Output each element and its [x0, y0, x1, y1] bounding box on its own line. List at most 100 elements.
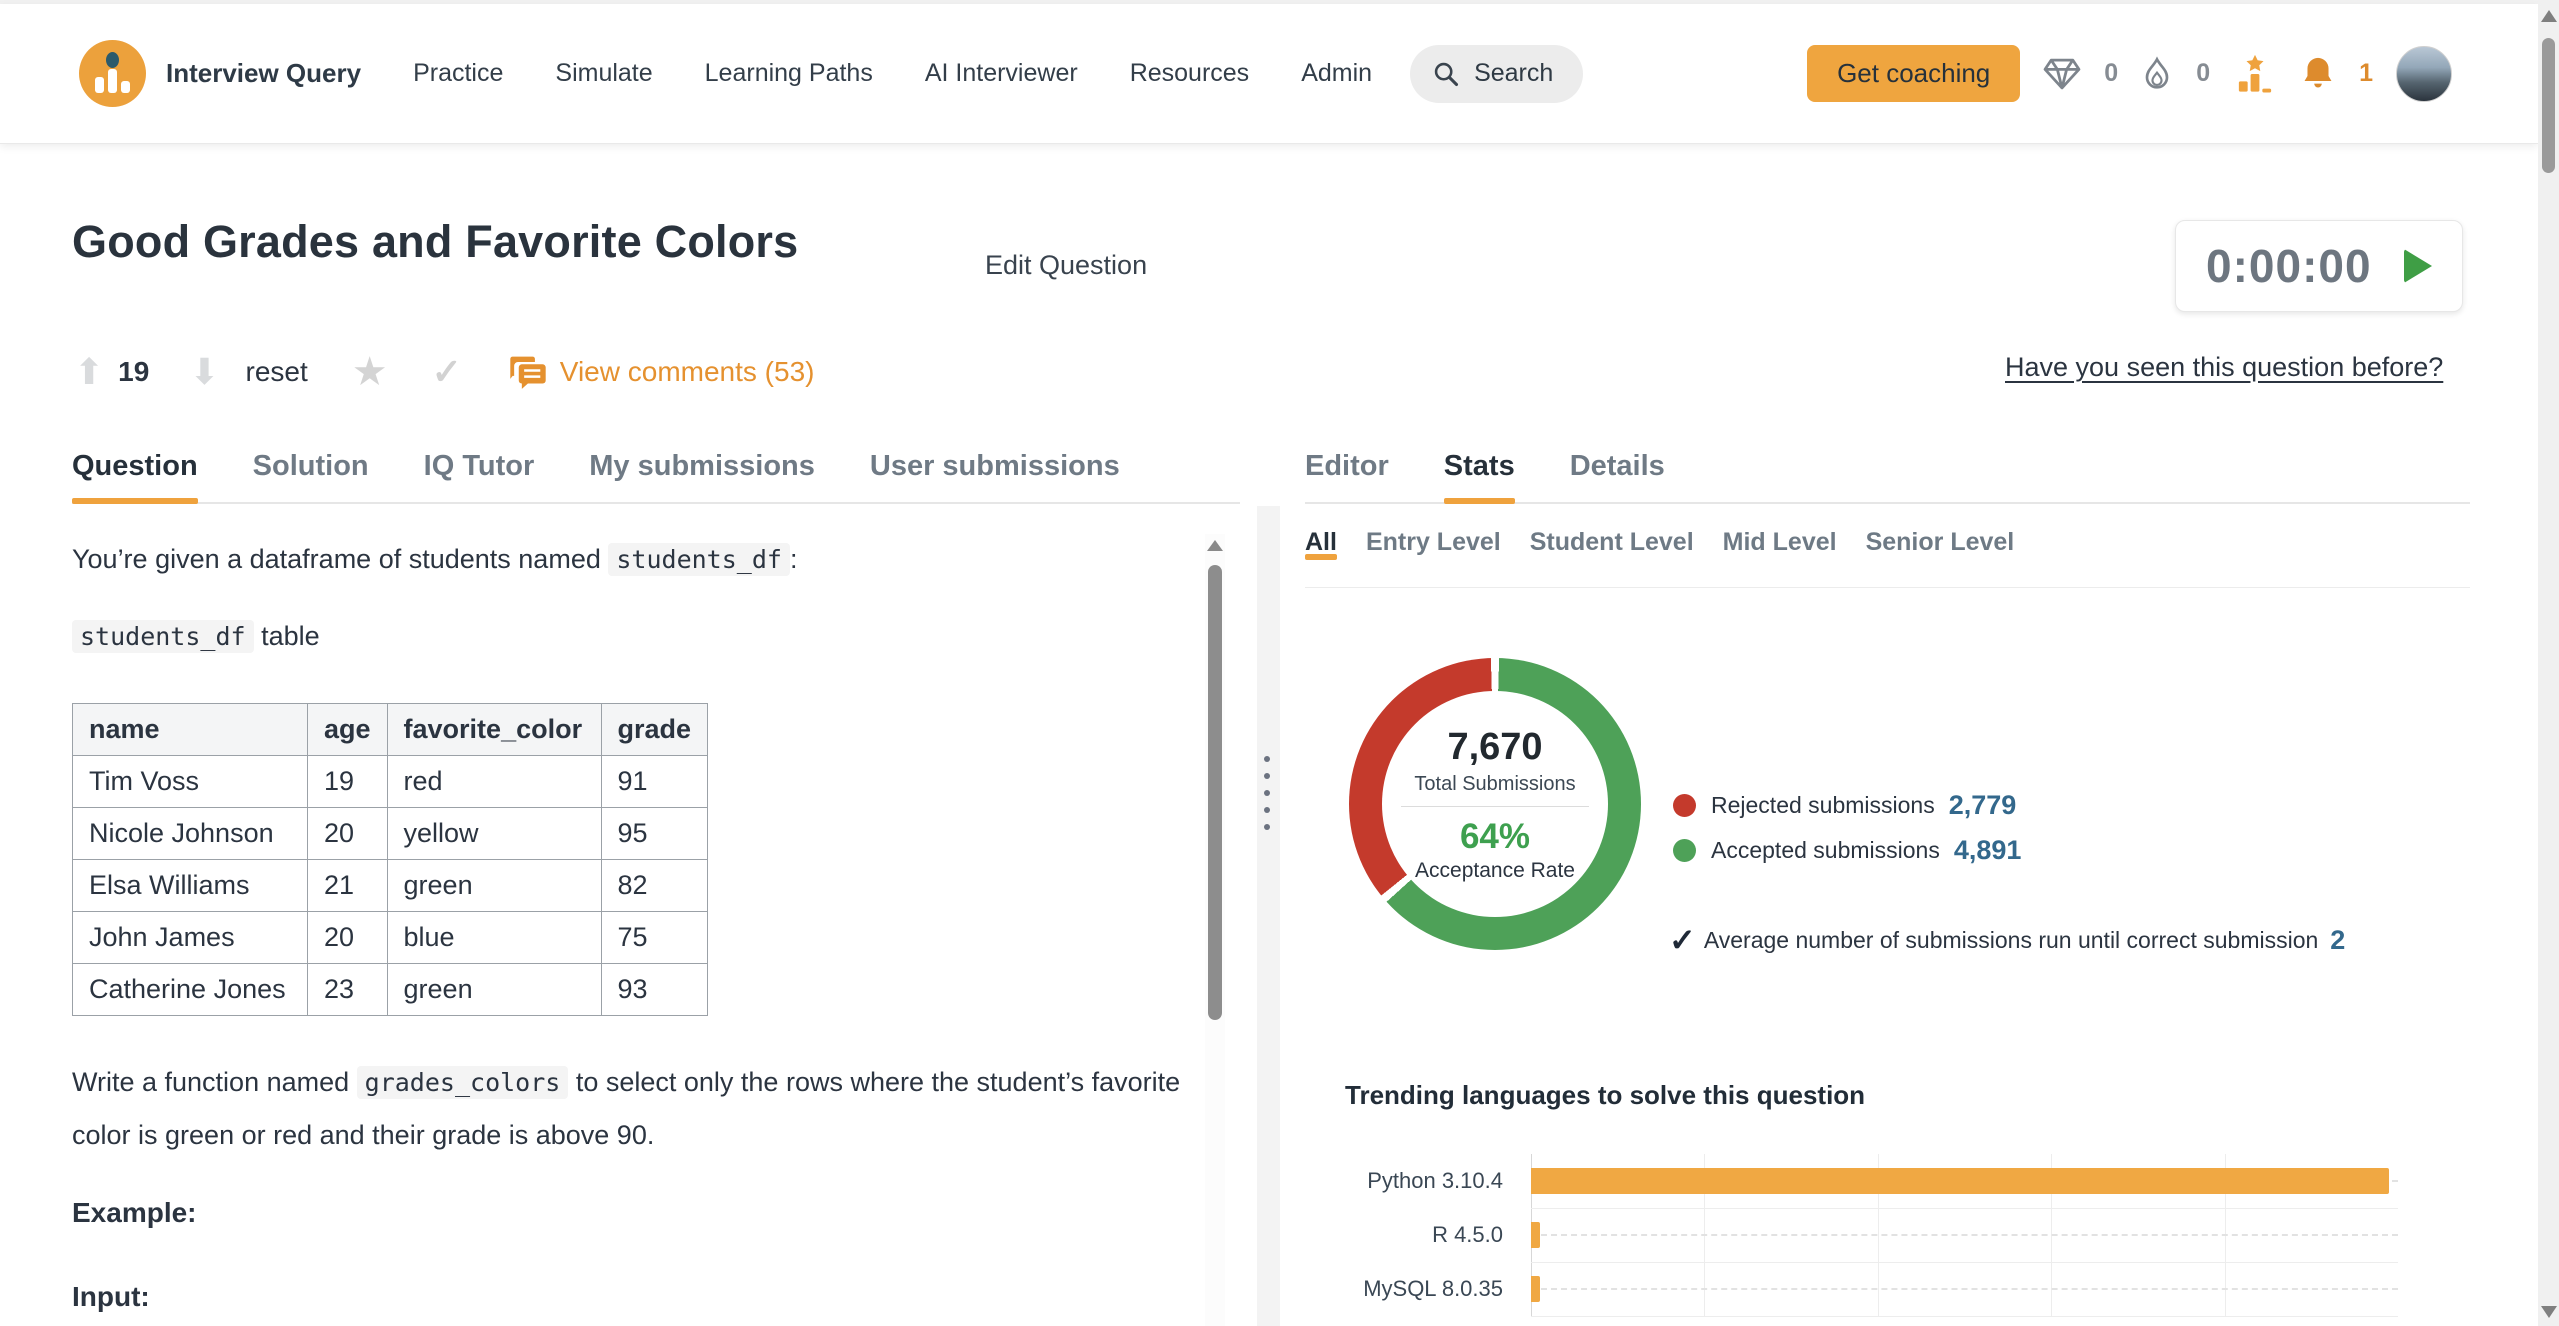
- table-row: Elsa Williams 21 green 82: [72, 859, 709, 912]
- timer-play-icon[interactable]: [2404, 249, 2432, 283]
- row-dashed-gridline: [1531, 1288, 2398, 1290]
- gem-icon[interactable]: [2043, 57, 2081, 91]
- page-scrollbar-thumb[interactable]: [2542, 38, 2555, 173]
- nav-item-resources[interactable]: Resources: [1129, 59, 1250, 87]
- tab-stats[interactable]: Stats: [1443, 442, 1515, 504]
- left-panel-scrollbar[interactable]: [1205, 534, 1225, 1326]
- logo-bar: [108, 69, 117, 93]
- stats-panel: All Entry Level Student Level Mid Level …: [1305, 504, 2470, 1326]
- downvote-arrow-icon[interactable]: ⬇: [189, 351, 220, 392]
- average-submissions-value: 2: [2330, 924, 2346, 955]
- page-scrollbar[interactable]: [2538, 0, 2559, 1326]
- notifications-bell-icon[interactable]: [2300, 55, 2336, 93]
- category-label-python: Python 3.10.4: [1367, 1168, 1503, 1193]
- bar-area: [1531, 1154, 2398, 1208]
- cell-favorite-color: red: [386, 755, 602, 808]
- text-run: You’re given a dataframe of students nam…: [72, 544, 609, 574]
- cell-grade: 75: [600, 911, 709, 964]
- total-submissions-label: Total Submissions: [1414, 772, 1576, 795]
- logo-bar: [121, 81, 130, 93]
- text-run: :: [789, 544, 798, 574]
- tab-iq-tutor[interactable]: IQ Tutor: [423, 450, 535, 482]
- get-coaching-button[interactable]: Get coaching: [1807, 45, 2021, 102]
- accepted-value: 4,891: [1953, 835, 2022, 865]
- scroll-up-arrow[interactable]: [1207, 540, 1223, 551]
- panel-tabs: Editor Stats Details: [1305, 442, 2470, 504]
- seen-question-before-link[interactable]: Have you seen this question before?: [2005, 352, 2444, 382]
- text-run: Write a function named: [72, 1067, 357, 1097]
- stats-level-subtabs: All Entry Level Student Level Mid Level …: [1305, 518, 2470, 588]
- cell-name: Nicole Johnson: [72, 807, 308, 860]
- comments-icon[interactable]: [508, 353, 548, 391]
- scroll-down-arrow[interactable]: [2541, 1306, 2557, 1318]
- tab-my-submissions[interactable]: My submissions: [589, 450, 815, 482]
- view-comments-link[interactable]: View comments (53): [559, 356, 815, 387]
- browser-edge-strip: [0, 0, 2559, 4]
- nav-item-simulate[interactable]: Simulate: [555, 59, 653, 87]
- timer-card[interactable]: 0:00:00: [2175, 220, 2463, 312]
- left-panel-scrollbar-thumb[interactable]: [1208, 565, 1222, 1020]
- user-avatar[interactable]: [2396, 45, 2452, 102]
- interview-query-logo[interactable]: [79, 40, 146, 107]
- acceptance-rate-label: Acceptance Rate: [1415, 858, 1575, 882]
- nav-item-admin[interactable]: Admin: [1301, 59, 1373, 87]
- inline-code-students-df: students_df: [608, 543, 790, 576]
- bookmark-star-icon[interactable]: ★: [351, 350, 388, 394]
- subtab-all[interactable]: All: [1305, 518, 1337, 560]
- col-header-name: name: [72, 703, 308, 756]
- tab-details[interactable]: Details: [1569, 450, 1665, 482]
- nav-item-practice[interactable]: Practice: [413, 59, 504, 87]
- streak-flame-icon[interactable]: [2141, 55, 2173, 92]
- row-dashed-gridline: [1531, 1234, 2398, 1236]
- accepted-label: Accepted submissions: [1711, 837, 1940, 863]
- subtab-mid-level[interactable]: Mid Level: [1722, 528, 1837, 556]
- cell-grade: 82: [600, 859, 709, 912]
- upvote-arrow-icon[interactable]: ⬆: [74, 351, 105, 392]
- cell-age: 20: [307, 807, 388, 860]
- edit-question-link[interactable]: Edit Question: [985, 250, 1148, 280]
- tab-solution[interactable]: Solution: [252, 450, 369, 482]
- text-run: table: [253, 621, 320, 651]
- cell-grade: 91: [600, 755, 709, 808]
- table-row: Nicole Johnson 20 yellow 95: [72, 807, 709, 860]
- drag-dots-icon: [1264, 756, 1270, 830]
- question-tabs: Question Solution IQ Tutor My submission…: [72, 442, 1240, 504]
- brand-name[interactable]: Interview Query: [166, 58, 362, 88]
- subtab-student-level[interactable]: Student Level: [1529, 528, 1694, 556]
- mark-complete-check-icon[interactable]: ✓: [431, 351, 462, 392]
- cell-name: John James: [72, 911, 308, 964]
- legend-accepted: Accepted submissions 4,891: [1673, 835, 2021, 866]
- tab-user-submissions[interactable]: User submissions: [869, 450, 1120, 482]
- logo-dot: [106, 52, 119, 68]
- table-row: John James 20 blue 75: [72, 911, 709, 964]
- tab-question[interactable]: Question: [72, 442, 198, 504]
- tab-editor[interactable]: Editor: [1305, 450, 1389, 482]
- question-body: You’re given a dataframe of students nam…: [72, 504, 1202, 1326]
- trending-languages-chart: Python 3.10.4 R 4.5.0 MySQL 8.0.35 20% 4…: [1345, 1144, 2455, 1326]
- chart-row-mysql: MySQL 8.0.35: [1345, 1262, 2398, 1316]
- inline-code-grades-colors: grades_colors: [356, 1066, 569, 1099]
- nav-item-ai-interviewer[interactable]: AI Interviewer: [924, 59, 1078, 87]
- col-header-favorite-color: favorite_color: [386, 703, 602, 756]
- search-button[interactable]: Search: [1410, 44, 1584, 103]
- cell-age: 20: [307, 911, 388, 964]
- logo-bar: [95, 77, 104, 93]
- row-boundary-line: [1531, 1208, 2398, 1209]
- leaderboard-rank-icon[interactable]: [2233, 53, 2277, 95]
- example-label: Example:: [72, 1197, 197, 1228]
- bar-r[interactable]: [1531, 1222, 1540, 1248]
- panel-resize-handle[interactable]: [1257, 506, 1280, 1326]
- average-submissions-label: Average number of submissions run until …: [1703, 926, 2319, 953]
- vote-reset-link[interactable]: reset: [245, 356, 308, 387]
- scroll-up-arrow[interactable]: [2541, 10, 2557, 22]
- bar-mysql[interactable]: [1531, 1276, 1540, 1302]
- vote-row: ⬆ 19 ⬇ reset ★ ✓ View comments (53): [74, 348, 814, 396]
- subtab-senior-level[interactable]: Senior Level: [1865, 528, 2015, 556]
- category-label-r: R 4.5.0: [1432, 1222, 1503, 1247]
- bar-python[interactable]: [1531, 1168, 2390, 1194]
- question-paragraph-intro: You’re given a dataframe of students nam…: [72, 537, 1202, 582]
- nav-item-learning-paths[interactable]: Learning Paths: [704, 59, 873, 87]
- subtab-entry-level[interactable]: Entry Level: [1365, 528, 1501, 556]
- bar-area: [1531, 1208, 2398, 1262]
- students-df-table: name age favorite_color grade Tim Voss 1…: [72, 703, 709, 1016]
